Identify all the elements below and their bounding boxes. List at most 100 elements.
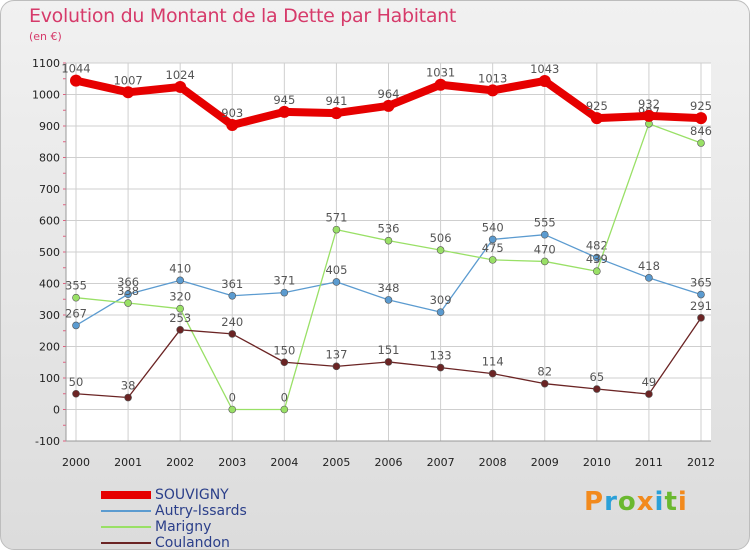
- data-point: [436, 308, 445, 316]
- data-label: 405: [325, 263, 347, 277]
- data-point: [540, 379, 549, 388]
- data-point: [540, 257, 549, 266]
- data-point: [486, 84, 499, 97]
- logo-letter: t: [664, 487, 678, 517]
- data-label: 133: [430, 349, 452, 363]
- data-label: 932: [638, 97, 660, 111]
- data-label: 371: [273, 274, 295, 288]
- logo-letter: P: [584, 487, 605, 517]
- y-tick-label: 500: [39, 246, 60, 259]
- y-tick-label: 800: [39, 152, 60, 165]
- data-label: 309: [430, 293, 452, 307]
- chart-subtitle: (en €): [29, 30, 62, 43]
- logo-letter: i: [654, 487, 665, 517]
- data-label: 1043: [530, 62, 559, 76]
- data-point: [280, 358, 289, 367]
- data-label: 1013: [478, 71, 507, 85]
- data-label: 536: [378, 222, 400, 236]
- x-tick-label: 2007: [427, 456, 455, 469]
- data-label: 150: [273, 343, 295, 357]
- data-label: 365: [690, 276, 712, 290]
- data-label: 482: [586, 239, 608, 253]
- data-label: 65: [590, 370, 605, 384]
- data-point: [436, 363, 445, 372]
- data-label: 0: [281, 391, 288, 405]
- data-point: [593, 267, 601, 276]
- data-point: [384, 358, 393, 366]
- data-point: [176, 326, 184, 334]
- y-tick-label: 700: [39, 183, 60, 196]
- x-tick-label: 2001: [114, 456, 142, 469]
- legend-label: Marigny: [155, 519, 212, 535]
- data-point: [280, 405, 289, 414]
- x-tick-label: 2010: [583, 456, 611, 469]
- data-point: [593, 385, 601, 393]
- data-point: [332, 278, 341, 286]
- data-point: [384, 296, 393, 304]
- x-tick-label: 2005: [322, 456, 350, 469]
- data-label: 1031: [426, 66, 455, 80]
- data-point: [695, 112, 707, 125]
- y-tick-label: 1100: [32, 57, 60, 70]
- y-tick-label: -100: [35, 435, 60, 448]
- data-label: 571: [325, 211, 347, 225]
- data-point: [174, 80, 187, 93]
- x-tick-label: 2003: [218, 456, 246, 469]
- data-point: [590, 112, 603, 125]
- x-tick-label: 2009: [531, 456, 559, 469]
- data-point: [434, 78, 447, 91]
- data-label: 82: [537, 365, 552, 379]
- logo-letter: r: [604, 487, 618, 517]
- data-point: [278, 105, 291, 118]
- data-label: 941: [325, 94, 347, 108]
- data-label: 964: [378, 87, 400, 101]
- data-label: 137: [325, 347, 347, 361]
- y-tick-label: 1000: [32, 89, 60, 102]
- data-label: 0: [229, 391, 236, 405]
- x-tick-label: 2004: [270, 456, 298, 469]
- y-tick-label: 300: [39, 309, 60, 322]
- y-tick-label: 200: [39, 341, 60, 354]
- x-tick-label: 2000: [62, 456, 90, 469]
- data-point: [697, 314, 705, 322]
- data-point: [70, 74, 82, 87]
- legend-label: Autry-Issards: [155, 503, 247, 519]
- logo-letter: i: [677, 487, 688, 517]
- legend-item: Coulandon: [101, 535, 230, 550]
- data-point: [176, 304, 184, 313]
- y-tick-label: 0: [53, 404, 60, 417]
- data-point: [228, 330, 237, 338]
- data-label: 338: [117, 284, 139, 298]
- legend-item: Autry-Issards: [101, 503, 247, 519]
- data-label: 470: [534, 242, 556, 256]
- data-label: 945: [273, 93, 295, 107]
- legend-label: Coulandon: [155, 535, 230, 550]
- data-point: [72, 293, 80, 302]
- x-tick-label: 2006: [375, 456, 403, 469]
- data-label: 555: [534, 216, 556, 230]
- data-point: [540, 230, 549, 239]
- data-point: [280, 288, 289, 297]
- proxiti-logo: Proxiti: [584, 487, 688, 517]
- data-point: [488, 369, 497, 378]
- data-label: 38: [121, 379, 136, 393]
- x-tick-label: 2012: [687, 456, 715, 469]
- data-label: 240: [221, 315, 243, 329]
- data-point: [124, 393, 132, 402]
- legend-swatch: [101, 510, 151, 512]
- chart-title: Evolution du Montant de la Dette par Hab…: [29, 5, 457, 27]
- legend-swatch: [101, 491, 151, 499]
- data-point: [645, 274, 653, 282]
- data-label: 506: [430, 231, 452, 245]
- logo-letter: x: [636, 487, 655, 517]
- data-label: 348: [378, 281, 400, 295]
- x-tick-label: 2008: [479, 456, 507, 469]
- data-label: 253: [169, 311, 191, 325]
- logo-letter: o: [617, 487, 637, 517]
- data-label: 410: [169, 261, 191, 275]
- y-tick-label: 600: [39, 215, 60, 228]
- data-point: [488, 235, 497, 244]
- y-tick-label: 900: [39, 120, 60, 133]
- data-point: [488, 256, 497, 264]
